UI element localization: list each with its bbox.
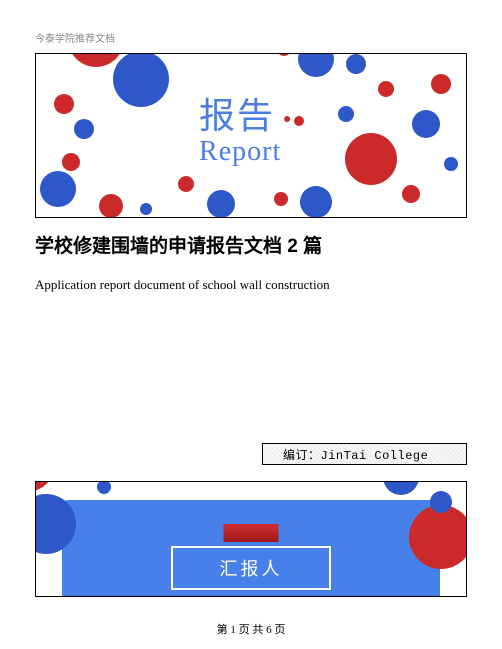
decorative-circle [40,171,76,207]
decorative-circle [431,74,451,94]
banner-bottom: 汇报人 [35,481,467,597]
decorative-circle [274,192,288,206]
banner-cn: 报告● [199,96,293,136]
decorative-circle [444,157,458,171]
decorative-circle [277,53,291,56]
decorative-circle [97,481,111,494]
decorative-circle [62,153,80,171]
decorative-circle [207,190,235,218]
title-cn: 学校修建围墙的申请报告文档 2 篇 [35,234,467,261]
decorative-circle [300,186,332,218]
banner-en: Report [199,136,293,168]
title-en: Application report document of school wa… [35,271,467,298]
decorative-circle [378,81,394,97]
decorative-circle [74,119,94,139]
decorative-circle [383,481,419,495]
decorative-circle [412,110,440,138]
red-tab [224,524,279,542]
decorative-circle [54,94,74,114]
decorative-circle [298,53,334,77]
decorative-circle [113,53,169,107]
header-text: 今泰学院推荐文档 [35,30,467,45]
page-number: 第 1 页 共 6 页 [0,621,502,637]
decorative-circle [35,481,56,492]
decorative-circle [178,176,194,192]
decorative-circle [402,185,420,203]
decorative-circle [409,505,467,569]
decorative-circle [140,203,152,215]
decorative-circle [99,194,123,218]
decorative-circle [294,116,304,126]
decorative-circle [346,54,366,74]
reporter-box: 汇报人 [171,546,331,590]
decorative-circle [345,133,397,185]
decorative-circle [338,106,354,122]
decorative-circle [430,491,452,513]
banner-top: 报告● Report [35,53,467,218]
compiler-box: 编订：JinTai College [262,443,467,465]
banner-top-text: 报告● Report [199,96,293,168]
